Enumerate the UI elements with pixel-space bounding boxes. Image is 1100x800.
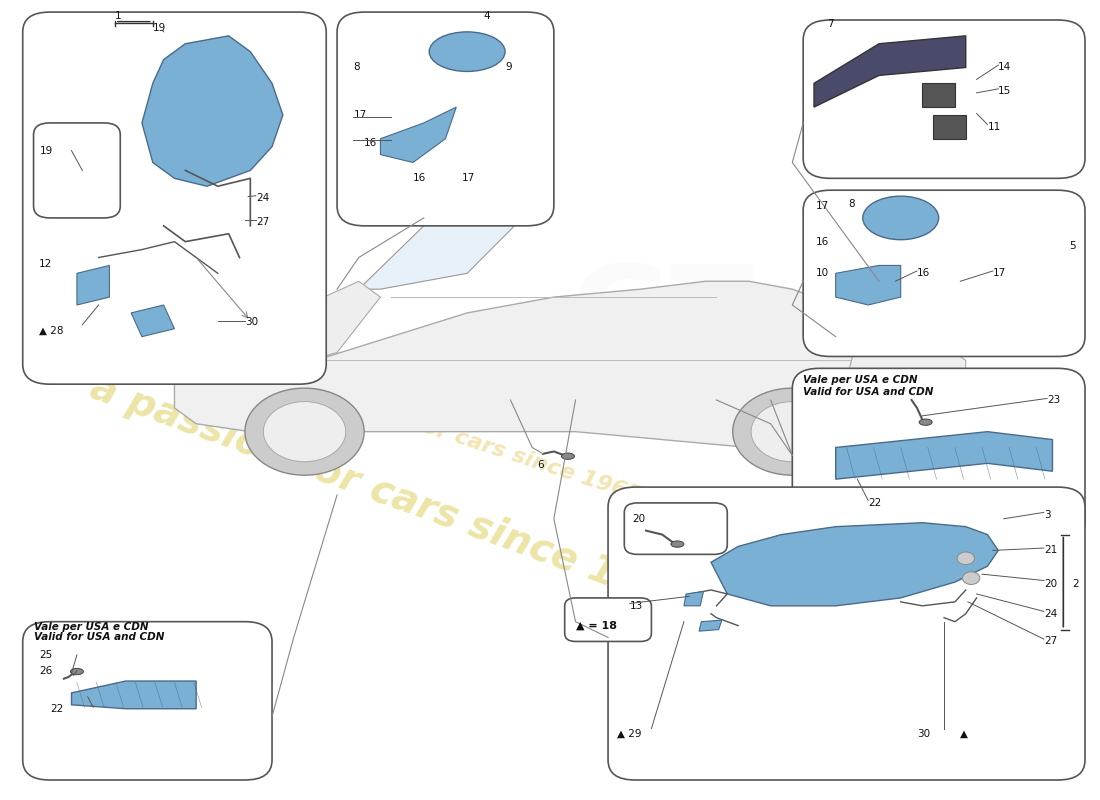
Text: 1: 1 [114,11,121,21]
Text: 15: 15 [999,86,1012,96]
Text: 23: 23 [1047,395,1060,405]
Text: ▲ = 18: ▲ = 18 [575,621,616,630]
Polygon shape [684,591,703,606]
FancyBboxPatch shape [337,12,554,226]
Polygon shape [836,337,966,432]
Text: Vale per USA e CDN: Vale per USA e CDN [34,622,148,632]
Text: Valid for USA and CDN: Valid for USA and CDN [34,633,164,642]
FancyBboxPatch shape [34,123,120,218]
Text: 3: 3 [1044,510,1050,520]
Text: 17: 17 [816,201,829,211]
Text: 4: 4 [483,11,490,21]
Polygon shape [72,681,196,709]
FancyBboxPatch shape [564,598,651,642]
Text: 17: 17 [993,268,1007,278]
Polygon shape [933,115,966,138]
Polygon shape [359,186,554,289]
Polygon shape [711,522,999,606]
Text: GT: GT [570,260,755,382]
Text: 16: 16 [917,268,931,278]
Text: GT: GT [571,286,798,435]
Polygon shape [923,83,955,107]
Polygon shape [700,620,722,631]
Ellipse shape [70,668,84,674]
FancyBboxPatch shape [803,190,1085,357]
Text: 11: 11 [988,122,1001,132]
Text: 22: 22 [50,704,63,714]
Text: ▲ 28: ▲ 28 [39,326,64,335]
Text: 13: 13 [629,601,644,611]
Text: 16: 16 [364,138,377,148]
Circle shape [751,402,834,462]
Ellipse shape [561,453,574,459]
FancyBboxPatch shape [625,503,727,554]
FancyBboxPatch shape [803,20,1085,178]
Text: 2: 2 [1072,578,1079,589]
Text: 14: 14 [999,62,1012,73]
Polygon shape [175,282,381,384]
Text: ▲: ▲ [960,729,968,739]
Text: 19: 19 [153,23,166,33]
Text: 8: 8 [849,198,856,209]
Text: 20: 20 [1044,578,1057,589]
Text: 16: 16 [412,174,426,183]
Text: 20: 20 [631,514,645,524]
FancyBboxPatch shape [608,487,1085,780]
Circle shape [263,402,345,462]
Text: 24: 24 [1044,609,1057,618]
Text: a passion for cars since 1965: a passion for cars since 1965 [290,374,644,506]
Circle shape [962,572,980,585]
Ellipse shape [920,419,932,426]
Text: 25: 25 [39,650,52,660]
Polygon shape [836,266,901,305]
Text: 5: 5 [1069,241,1076,250]
Polygon shape [814,36,966,107]
Circle shape [957,552,975,565]
Polygon shape [131,305,175,337]
Text: 16: 16 [816,237,829,246]
Text: 26: 26 [39,666,52,676]
Text: 24: 24 [256,193,270,203]
Ellipse shape [862,196,938,240]
Text: 27: 27 [256,217,270,227]
Text: 30: 30 [245,318,258,327]
Text: 17: 17 [462,174,475,183]
Text: 19: 19 [40,146,53,156]
Text: 9: 9 [505,62,512,73]
Text: 21: 21 [1044,546,1057,555]
Text: 17: 17 [353,110,366,120]
Text: 22: 22 [868,498,881,508]
Circle shape [245,388,364,475]
Text: 12: 12 [39,259,52,269]
Text: 6: 6 [538,460,544,470]
Circle shape [733,388,851,475]
Ellipse shape [671,541,684,547]
Text: 7: 7 [827,19,834,29]
FancyBboxPatch shape [23,12,327,384]
Text: ▲ 29: ▲ 29 [617,729,641,739]
Text: Vale per USA e CDN: Vale per USA e CDN [803,375,917,386]
Text: 30: 30 [917,729,931,739]
Polygon shape [142,36,283,186]
Polygon shape [77,266,109,305]
Polygon shape [836,432,1053,479]
FancyBboxPatch shape [23,622,272,780]
Text: 8: 8 [353,62,360,73]
Polygon shape [175,282,966,447]
Text: a passion for cars since 1965: a passion for cars since 1965 [85,368,697,622]
Text: Valid for USA and CDN: Valid for USA and CDN [803,387,934,397]
FancyBboxPatch shape [792,368,1085,542]
Text: 27: 27 [1044,637,1057,646]
Text: 10: 10 [816,268,829,278]
Polygon shape [381,107,456,162]
Ellipse shape [429,32,505,71]
